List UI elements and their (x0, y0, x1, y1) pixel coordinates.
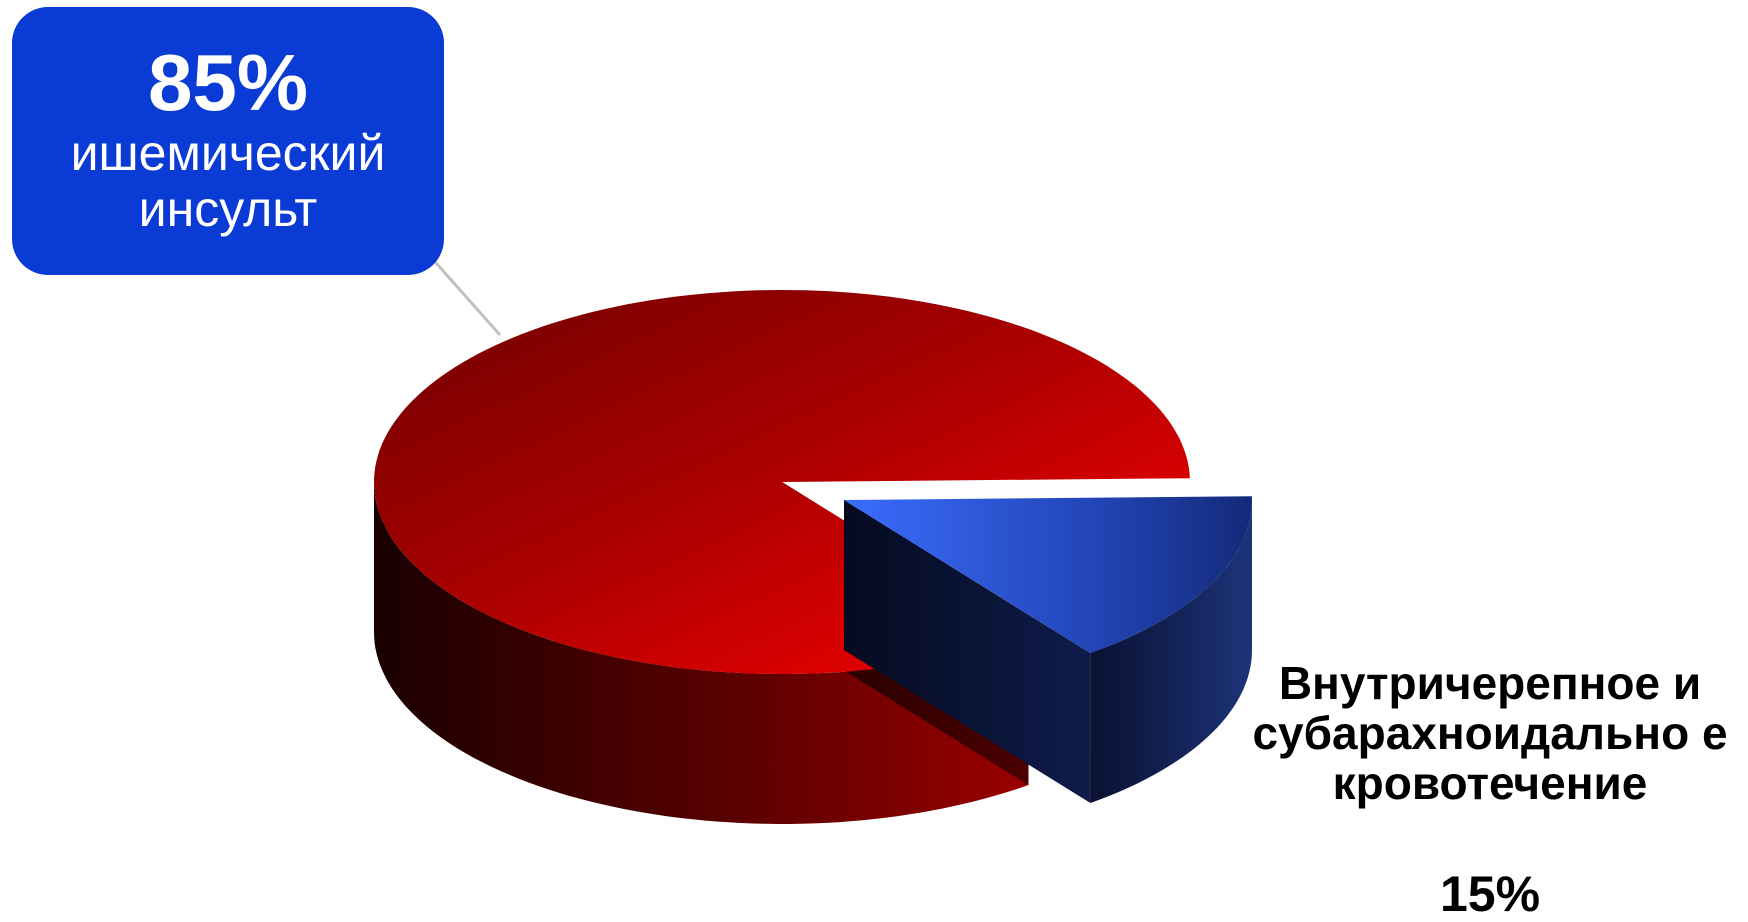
pie-slice-ischemic-top (374, 290, 1190, 674)
slice-label-text: Внутричерепное и субарахноидально е кров… (1252, 657, 1728, 809)
callout-percent: 85% (147, 38, 309, 127)
callout-ischemic: 85% ишемический инсульт (12, 7, 444, 275)
pie-slice-hemorrhage-side (1090, 500, 1252, 803)
pie-slice-hemorrhage-cut-face (844, 500, 1091, 804)
callout-label: ишемический инсульт (70, 125, 386, 237)
pie-slice-ischemic-side (374, 482, 1029, 824)
slice-label-percent: 15% (1439, 866, 1541, 922)
pie-slice-hemorrhage-top (844, 496, 1252, 653)
slice-label-hemorrhage: Внутричерепное и субарахноидально е кров… (1232, 658, 1748, 922)
pie-slice-hemorrhage (844, 496, 1252, 804)
